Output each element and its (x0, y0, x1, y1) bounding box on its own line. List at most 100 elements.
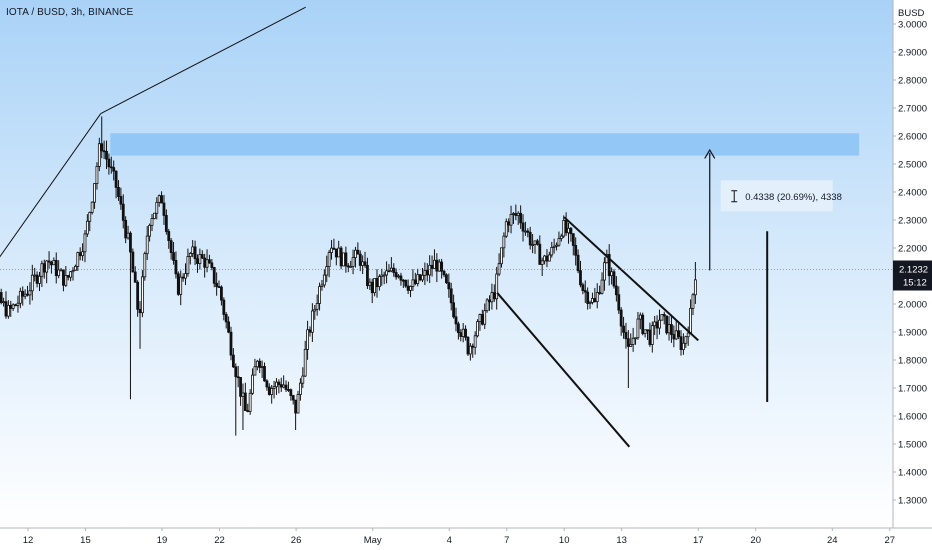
candle-body (301, 375, 305, 384)
candle-body (464, 328, 467, 338)
candle-body (291, 395, 295, 401)
candle-body (150, 218, 154, 226)
candle-body (310, 310, 314, 333)
candle-body (303, 348, 307, 377)
candle-body (413, 279, 417, 284)
candle-body (2, 301, 5, 304)
candle-body (516, 212, 520, 216)
candle-body (114, 170, 118, 188)
candle-body (660, 314, 664, 321)
currency-label: BUSD (898, 8, 925, 19)
y-tick-label: 1.3000 (898, 496, 927, 507)
candle-body (598, 292, 602, 294)
last-price-badge (893, 260, 932, 291)
candle-body (411, 279, 415, 287)
y-tick-label: 2.3000 (898, 216, 927, 227)
candle-body (16, 302, 20, 306)
candle-body (588, 301, 592, 304)
candle-body (30, 274, 34, 292)
x-tick-label: 13 (616, 535, 627, 546)
candle-body (382, 274, 386, 277)
candle-body (6, 304, 10, 317)
candle-body (595, 292, 599, 302)
candle-body (416, 274, 420, 284)
candle-body (289, 389, 293, 396)
candle-body (263, 366, 266, 382)
candle-body (258, 360, 262, 368)
candle-body (387, 270, 391, 273)
candle-body (349, 265, 353, 268)
candle-body (279, 384, 283, 388)
candle-body (538, 243, 542, 265)
candle-body (559, 235, 563, 239)
candle-body (78, 252, 82, 257)
y-tick-label: 1.7000 (898, 384, 927, 395)
candle-body (129, 232, 132, 253)
x-tick-label: 15 (80, 535, 91, 546)
candle-body (507, 221, 511, 226)
x-tick-label: 26 (291, 535, 302, 546)
candle-body (583, 290, 587, 293)
candle-body (394, 272, 398, 278)
candle-body (492, 292, 496, 300)
candle-body (600, 279, 604, 294)
candle-body (423, 270, 427, 276)
candle-body (308, 329, 312, 333)
candle-body (533, 240, 537, 245)
candle-body (248, 392, 252, 412)
candle-body (40, 263, 44, 277)
candle-body (181, 276, 185, 279)
candle-body (454, 316, 458, 325)
candle-body (514, 213, 518, 216)
candle-body (105, 151, 108, 160)
y-tick-label: 3.0000 (898, 20, 927, 31)
candle-body (275, 381, 278, 388)
candle-body (38, 275, 41, 284)
rising-trendline (0, 113, 102, 258)
candle-body (500, 247, 503, 265)
y-tick-label: 2.6000 (898, 132, 927, 143)
candle-body (550, 247, 554, 256)
candle-body (370, 281, 374, 294)
candle-body (148, 224, 152, 237)
candle-body (634, 337, 637, 340)
candle-body (440, 261, 444, 272)
candle-body (315, 303, 319, 310)
candle-body (607, 254, 611, 277)
candle-body (162, 202, 166, 216)
candle-body (126, 232, 130, 239)
candle-countdown: 15:12 (903, 278, 927, 289)
candle-body (346, 265, 350, 268)
candle-body (552, 245, 556, 248)
candle-body (117, 187, 120, 197)
candle-body (528, 231, 532, 246)
candle-body (576, 254, 580, 272)
candle-body (306, 329, 309, 350)
candle-body (196, 258, 199, 264)
candle-body (368, 281, 372, 287)
candle-body (504, 221, 508, 237)
candle-body (88, 211, 92, 222)
candle-body (562, 219, 566, 237)
wedge-lower-line (496, 292, 631, 448)
candle-body (174, 260, 178, 275)
candle-body (509, 213, 513, 226)
candle-body (97, 143, 101, 167)
candle-body (531, 244, 535, 246)
candle-body (629, 344, 633, 347)
candle-body (626, 338, 630, 347)
candle-body (430, 264, 434, 269)
candle-body (567, 227, 570, 234)
candle-body (363, 261, 367, 266)
candle-body (622, 325, 625, 333)
candle-body (54, 259, 58, 277)
candle-body (677, 330, 681, 338)
candle-body (636, 318, 640, 339)
candle-body (11, 304, 15, 309)
candle-body (674, 330, 678, 340)
measure-label: 0.4338 (20.69%), 4338 (745, 192, 842, 203)
candle-body (512, 213, 515, 215)
measure-icon (731, 190, 738, 203)
candle-body (50, 261, 53, 266)
